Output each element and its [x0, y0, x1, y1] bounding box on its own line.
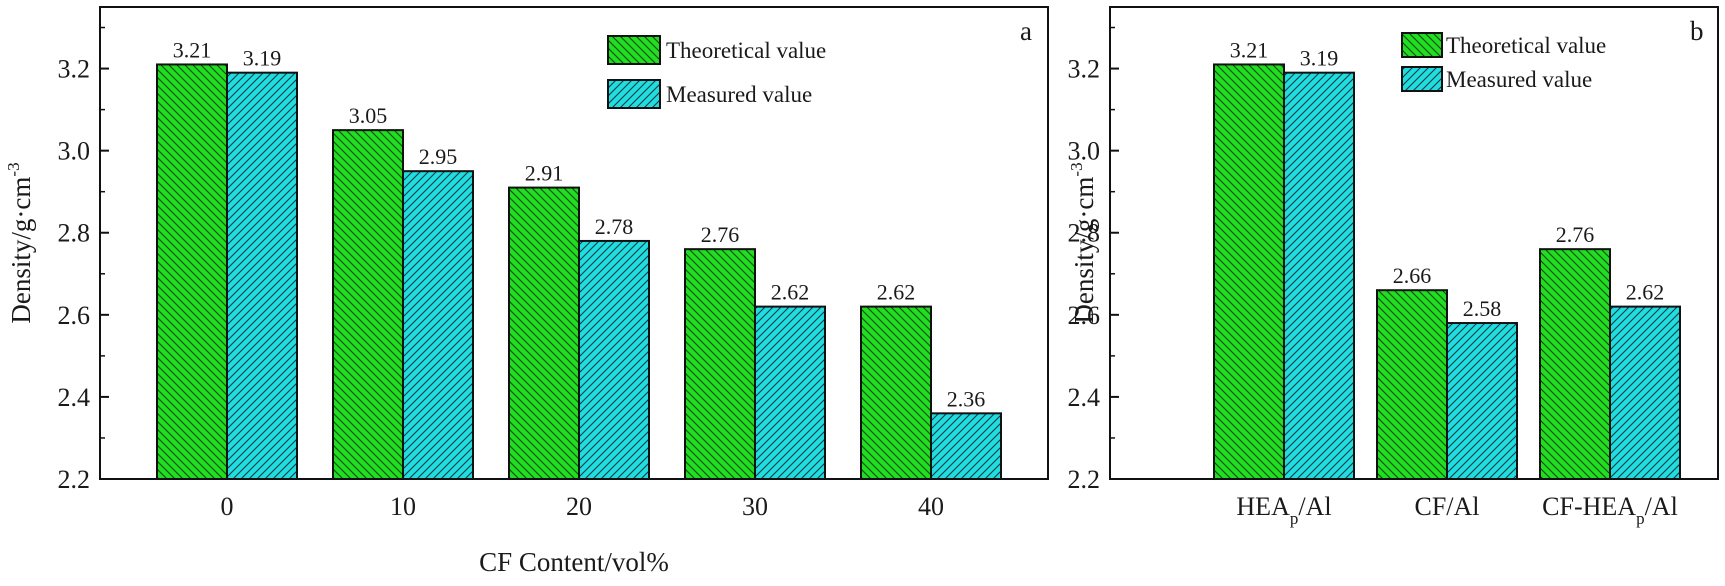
x-axis-ticks-b: HEAp/Al CF/Al CF-HEAp/Al: [1236, 470, 1678, 528]
x-tick-label: 0: [221, 492, 234, 521]
bar-measured: [578, 239, 650, 480]
x-tick-label: 40: [918, 492, 944, 521]
value-labels-b: 3.21 3.19 2.66 2.58 2.76 2.62: [1230, 37, 1665, 321]
value-label-theoretical: 2.62: [877, 280, 916, 305]
value-label-measured: 2.36: [947, 386, 986, 411]
x-tick-label: CF-HEAp/Al: [1542, 492, 1678, 528]
value-labels-a: 3.21 3.19 3.05 2.95 2.91 2.78 2.76 2.62 2.62 2.36: [173, 37, 986, 411]
bar-theoretical: [1376, 289, 1448, 481]
legend-b: Theoretical value Measured value: [1401, 32, 1606, 92]
x-tick-label: 20: [566, 492, 592, 521]
bar-measured: [1283, 71, 1355, 481]
bar-measured: [402, 170, 474, 480]
x-axis-ticks-a: 0 10 20 30 40: [221, 470, 944, 521]
value-label-theoretical: 3.21: [1230, 37, 1269, 62]
y-axis-ticks-b: 2.2 2.4 2.6 2.8 3.0 3.2: [1068, 26, 1119, 494]
x-tick-label: 30: [742, 492, 768, 521]
bar-measured: [226, 71, 298, 481]
bars-a: [156, 63, 1002, 481]
y-axis-ticks-a: 2.2 2.4 2.6 2.8 3.0 3.2: [58, 26, 109, 494]
legend-label-measured-a: Measured value: [666, 82, 812, 107]
x-tick-label: HEAp/Al: [1236, 492, 1331, 528]
legend-label-theoretical-b: Theoretical value: [1446, 33, 1606, 58]
y-axis-title-sup: -3: [1067, 162, 1086, 176]
y-tick-label: 2.4: [58, 383, 91, 412]
y-axis-title-text: Density/g·cm: [1069, 177, 1099, 324]
y-tick-label: 2.6: [1068, 301, 1101, 330]
y-tick-label: 3.2: [1068, 55, 1101, 84]
bar-theoretical: [1213, 63, 1285, 480]
value-label-measured: 2.78: [595, 214, 634, 239]
value-label-theoretical: 2.66: [1393, 263, 1432, 288]
legend-swatch-theoretical-a: [607, 35, 661, 65]
legend-swatch-measured-b: [1401, 66, 1443, 92]
legend-swatch-measured-a: [607, 79, 661, 109]
y-tick-label: 2.4: [1068, 383, 1101, 412]
value-label-measured: 2.62: [771, 280, 810, 305]
legend-label-theoretical-a: Theoretical value: [666, 38, 826, 63]
y-tick-label: 2.8: [58, 219, 91, 248]
y-axis-title-text: Density/g·cm: [6, 177, 36, 324]
x-tick-label: 10: [390, 492, 416, 521]
bar-theoretical: [684, 248, 756, 480]
panel-b: 2.2 2.4 2.6 2.8 3.0 3.2 HEAp/Al CF/Al CF-HEAp/A…: [1067, 6, 1719, 528]
value-label-measured: 3.19: [243, 46, 282, 71]
y-tick-label: 3.0: [58, 137, 91, 166]
value-label-measured: 2.62: [1626, 280, 1665, 305]
x-tick-label: CF/Al: [1414, 492, 1479, 521]
y-axis-title-a: Density/g·cm-3: [4, 162, 36, 323]
y-tick-label: 2.2: [58, 465, 91, 494]
legend-a: Theoretical value Measured value: [607, 35, 826, 109]
y-tick-label: 2.2: [1068, 465, 1101, 494]
x-axis-title-a: CF Content/vol%: [479, 547, 669, 577]
legend-label-measured-b: Measured value: [1446, 67, 1592, 92]
bar-theoretical: [1539, 248, 1611, 480]
value-label-theoretical: 3.05: [349, 103, 388, 128]
y-tick-label: 3.2: [58, 55, 91, 84]
panel-label-a: a: [1020, 16, 1032, 46]
y-tick-label: 2.6: [58, 301, 91, 330]
bar-theoretical: [156, 63, 228, 480]
y-tick-label: 2.8: [1068, 219, 1101, 248]
panel-a: 2.2 2.4 2.6 2.8 3.0 3.2 0 10 20 30 40 3.21 3.19 3.0…: [4, 6, 1049, 577]
value-label-theoretical: 2.91: [525, 161, 564, 186]
value-label-theoretical: 3.21: [173, 37, 212, 62]
bar-theoretical: [508, 186, 580, 480]
bar-theoretical: [332, 129, 404, 480]
bar-measured: [754, 305, 826, 481]
value-label-theoretical: 2.76: [701, 222, 740, 247]
value-label-measured: 3.19: [1300, 46, 1339, 71]
bars-b: [1213, 63, 1681, 481]
legend-swatch-theoretical-b: [1401, 32, 1443, 58]
bar-measured: [1446, 322, 1518, 480]
panel-label-b: b: [1690, 16, 1704, 46]
y-tick-label: 3.0: [1068, 137, 1101, 166]
y-axis-title-sup: -3: [4, 162, 23, 176]
value-label-measured: 2.95: [419, 144, 458, 169]
bar-theoretical: [860, 305, 932, 481]
y-axis-title-b: Density/g·cm-3: [1067, 162, 1099, 323]
value-label-measured: 2.58: [1463, 296, 1502, 321]
value-label-theoretical: 2.76: [1556, 222, 1595, 247]
bar-measured: [1609, 305, 1681, 481]
bar-measured: [930, 412, 1002, 481]
